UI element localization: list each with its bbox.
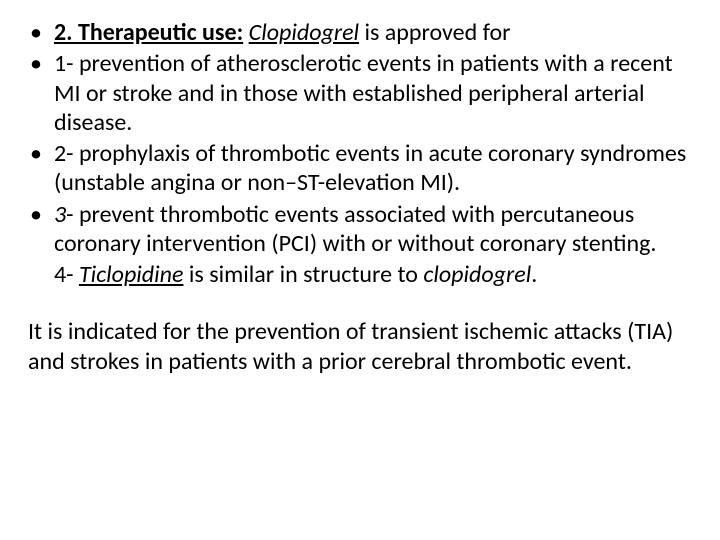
heading-label: 2. Therapeutic use: xyxy=(54,18,243,47)
list-item-subline: 4- Ticlopidine is similar in structure t… xyxy=(24,260,696,289)
drug-name: Ticlopidine xyxy=(79,260,184,289)
drug-name: Clopidogrel xyxy=(249,18,359,47)
list-item: 1- prevention of atherosclerotic events … xyxy=(24,49,696,137)
drug-name: clopidogrel xyxy=(423,260,531,289)
closing-paragraph: It is indicated for the prevention of tr… xyxy=(24,317,696,376)
text-run: 1- prevention of atherosclerotic events … xyxy=(54,49,673,137)
text-run: 4- xyxy=(54,260,79,289)
text-run: is approved for xyxy=(359,18,510,47)
text-run: 2- prophylaxis of thrombotic events in a… xyxy=(54,139,686,197)
slide-body: 2. Therapeutic use: Clopidogrel is appro… xyxy=(0,0,720,540)
text-run: 3 xyxy=(54,200,66,229)
list-item: 3- prevent thrombotic events associated … xyxy=(24,200,696,259)
list-item: 2- prophylaxis of thrombotic events in a… xyxy=(24,139,696,198)
text-run: - prevent thrombotic events associated w… xyxy=(54,200,656,258)
text-run: is similar in structure to xyxy=(183,260,423,289)
list-item: 2. Therapeutic use: Clopidogrel is appro… xyxy=(24,18,696,47)
text-run: . xyxy=(531,260,537,289)
bullet-list: 2. Therapeutic use: Clopidogrel is appro… xyxy=(24,18,696,289)
